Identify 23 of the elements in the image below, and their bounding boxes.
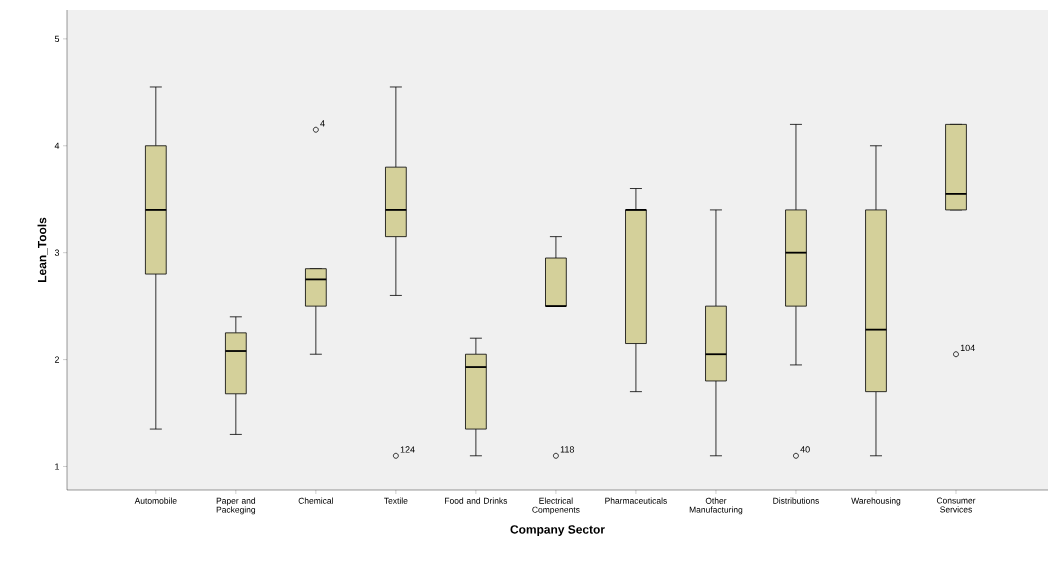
x-tick-label: Automobile <box>134 497 177 504</box>
y-tick-label: 1 <box>55 463 60 470</box>
annotation: 124 <box>400 446 415 453</box>
y-axis-title: Lean_Tools <box>37 217 48 282</box>
y-tick-label: 4 <box>54 142 60 149</box>
x-tick-label: Paper and Packeging <box>216 497 256 515</box>
y-tick-label: 5 <box>54 35 60 42</box>
x-tick-label: Pharmaceuticals <box>605 497 667 504</box>
annotation: 104 <box>960 344 975 352</box>
x-tick-label: Consumer Services <box>936 497 976 513</box>
annotation: 40 <box>800 446 810 453</box>
x-tick-label: Food and Drinks <box>445 497 508 504</box>
annotation: 4 <box>320 120 325 127</box>
x-tick-label: Textile <box>384 497 408 504</box>
x-tick-label: Warehousing <box>851 497 901 506</box>
y-tick-label: 3 <box>54 249 60 256</box>
x-axis-title: Company Sector <box>510 525 605 537</box>
x-tick-label: Other Manufacturing <box>689 497 743 515</box>
x-tick-label: Distributions <box>773 497 819 504</box>
x-tick-label: Chemical <box>298 497 333 504</box>
x-tick-label: Electrical Compenents <box>532 497 580 515</box>
y-tick-label: 2 <box>54 356 60 363</box>
annotation: 118 <box>560 446 575 453</box>
